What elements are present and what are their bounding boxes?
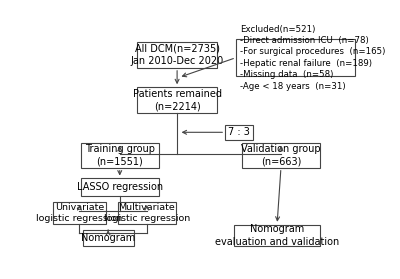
FancyBboxPatch shape xyxy=(137,87,218,113)
Text: Univariate
logistic regression: Univariate logistic regression xyxy=(36,203,122,223)
FancyBboxPatch shape xyxy=(81,179,158,196)
Text: LASSO regression: LASSO regression xyxy=(77,182,163,192)
FancyBboxPatch shape xyxy=(118,202,176,223)
Text: Validation group
(n=663): Validation group (n=663) xyxy=(241,144,321,167)
FancyBboxPatch shape xyxy=(53,202,106,223)
FancyBboxPatch shape xyxy=(236,39,355,76)
FancyBboxPatch shape xyxy=(82,230,134,246)
Text: All DCM(n=2735)
Jan 2010-Dec 2020: All DCM(n=2735) Jan 2010-Dec 2020 xyxy=(130,44,224,66)
FancyBboxPatch shape xyxy=(242,143,320,168)
Text: Multivariate
logistic regression: Multivariate logistic regression xyxy=(104,203,190,223)
Text: 7 : 3: 7 : 3 xyxy=(228,127,250,137)
FancyBboxPatch shape xyxy=(225,125,253,140)
FancyBboxPatch shape xyxy=(81,143,158,168)
Text: Training group
(n=1551): Training group (n=1551) xyxy=(85,144,155,167)
FancyBboxPatch shape xyxy=(137,42,218,68)
Text: Patients remained
(n=2214): Patients remained (n=2214) xyxy=(133,89,222,112)
Text: Nomogram: Nomogram xyxy=(81,233,135,243)
Text: Excluded(n=521)
-Direct admission ICU  (n=78)
-For surgical procedures  (n=165)
: Excluded(n=521) -Direct admission ICU (n… xyxy=(240,25,385,91)
Text: Nomogram
evaluation and validation: Nomogram evaluation and validation xyxy=(215,224,339,247)
FancyBboxPatch shape xyxy=(234,225,320,246)
